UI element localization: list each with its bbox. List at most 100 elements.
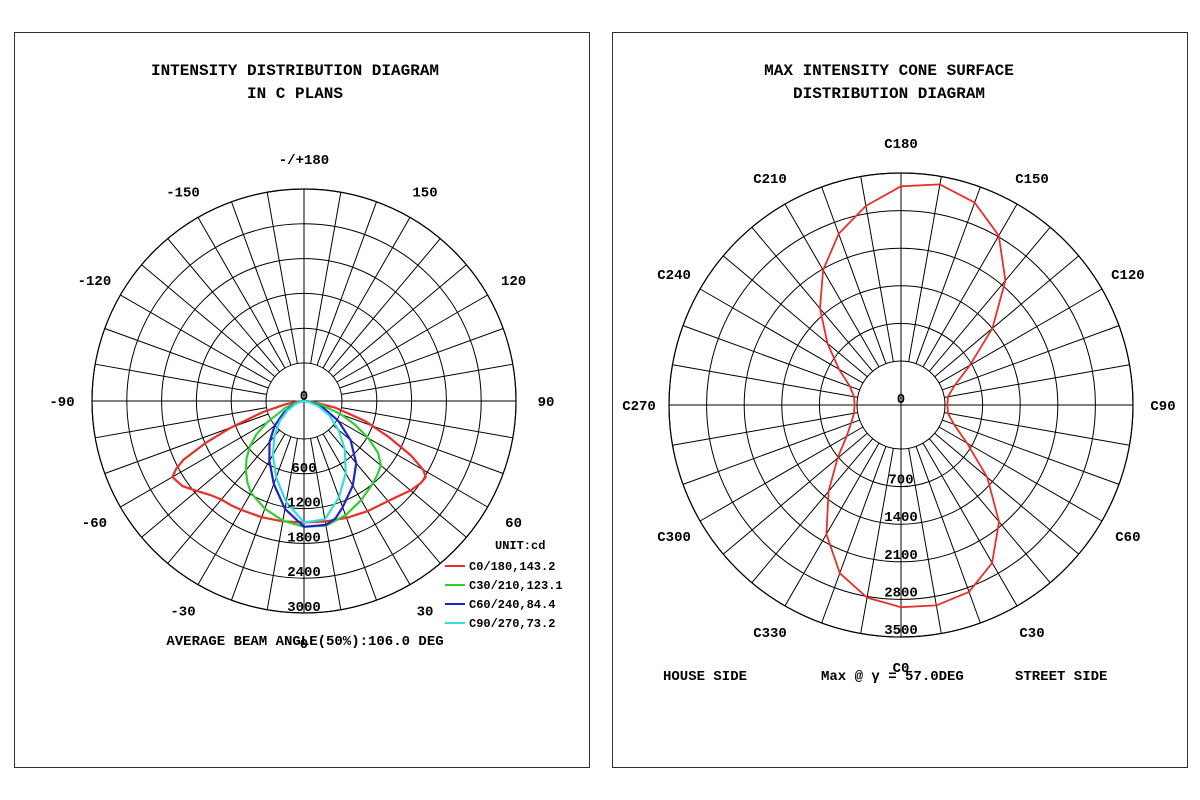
ring-tick-label: 3500 xyxy=(884,623,918,639)
polar-spoke xyxy=(934,432,1080,555)
polar-spoke xyxy=(821,446,887,624)
street-side-label: STREET SIDE xyxy=(1015,669,1107,685)
legend-entry: C30/210,123.1 xyxy=(469,579,563,593)
angle-tick-label: C60 xyxy=(1115,530,1140,546)
polar-spoke xyxy=(784,203,880,368)
polar-spoke xyxy=(231,436,292,601)
angle-tick-label: -30 xyxy=(170,605,195,621)
ring-tick-label: 1400 xyxy=(884,510,918,526)
polar-spoke xyxy=(336,294,488,383)
cone-surface-panel: MAX INTENSITY CONE SURFACE DISTRIBUTION … xyxy=(612,32,1188,768)
angle-tick-label: -120 xyxy=(78,274,112,290)
polar-spoke xyxy=(341,407,513,439)
polar-spoke xyxy=(332,264,467,377)
angle-tick-label: C0 xyxy=(893,661,910,677)
polar-spoke xyxy=(915,446,981,624)
polar-spoke xyxy=(328,429,441,564)
polar-spoke xyxy=(341,363,513,395)
angle-tick-label: C330 xyxy=(753,626,787,642)
angle-tick-label: -150 xyxy=(166,185,200,201)
polar-spoke xyxy=(751,226,874,372)
angle-tick-label: -/+180 xyxy=(279,153,329,169)
ring-tick-label: 0 xyxy=(897,392,905,408)
angle-tick-label: 30 xyxy=(417,605,434,621)
angle-tick-label: -90 xyxy=(49,395,74,411)
angle-tick-label: C240 xyxy=(657,268,691,284)
polar-spoke xyxy=(167,238,280,373)
polar-spoke xyxy=(922,203,1018,368)
chart-title-line1: INTENSITY DISTRIBUTION DIAGRAM xyxy=(151,62,439,80)
polar-spoke xyxy=(722,255,868,378)
ring-tick-label: 1800 xyxy=(287,530,321,546)
polar-spoke xyxy=(908,448,942,634)
ring-tick-label: 0 xyxy=(300,389,308,405)
ring-tick-label: 1200 xyxy=(287,496,321,512)
polar-spoke xyxy=(336,419,488,508)
angle-tick-label: C300 xyxy=(657,530,691,546)
polar-spoke xyxy=(722,432,868,555)
angle-tick-label: C180 xyxy=(884,137,918,153)
ring-tick-label: 2800 xyxy=(884,585,918,601)
series-line xyxy=(271,399,347,524)
cone-surface-polar-chart: MAX INTENSITY CONE SURFACE DISTRIBUTION … xyxy=(622,62,1175,685)
polar-spoke xyxy=(915,186,981,364)
angle-tick-label: C150 xyxy=(1015,172,1049,188)
ring-tick-label: 2400 xyxy=(287,565,321,581)
legend-entry: C0/180,143.2 xyxy=(469,560,555,574)
series-line xyxy=(819,183,1007,609)
polar-spoke xyxy=(104,328,269,389)
angle-tick-label: -60 xyxy=(82,516,107,532)
polar-spoke xyxy=(167,429,280,564)
polar-spoke xyxy=(860,448,894,634)
polar-spoke xyxy=(928,226,1051,372)
polar-spoke xyxy=(682,419,860,485)
polar-spoke xyxy=(821,186,887,364)
polar-spoke xyxy=(316,201,377,366)
angle-tick-label: C210 xyxy=(753,172,787,188)
polar-spoke xyxy=(95,407,267,439)
polar-spoke xyxy=(120,294,272,383)
unit-label: UNIT:cd xyxy=(495,539,545,553)
polar-spoke xyxy=(266,192,298,364)
polar-spoke xyxy=(332,425,467,538)
chart-title-line2: DISTRIBUTION DIAGRAM xyxy=(793,85,985,103)
polar-spoke xyxy=(908,176,942,362)
polar-spoke xyxy=(699,288,864,384)
polar-spoke xyxy=(672,364,858,398)
polar-spoke xyxy=(860,176,894,362)
angle-tick-label: C120 xyxy=(1111,268,1145,284)
intensity-distribution-panel: INTENSITY DISTRIBUTION DIAGRAM IN C PLAN… xyxy=(14,32,590,768)
polar-spoke xyxy=(120,419,272,508)
legend-entry: C90/270,73.2 xyxy=(469,617,555,631)
polar-spoke xyxy=(944,412,1130,446)
polar-spoke xyxy=(938,288,1103,384)
angle-tick-label: C270 xyxy=(622,399,656,415)
polar-spoke xyxy=(141,425,276,538)
series-line xyxy=(268,399,358,528)
angle-tick-label: 90 xyxy=(538,395,555,411)
angle-tick-label: C90 xyxy=(1150,399,1175,415)
polar-spoke xyxy=(322,217,411,369)
polar-spoke xyxy=(944,364,1130,398)
max-intensity-label: Max @ γ = 57.0DEG xyxy=(821,669,964,685)
angle-tick-label: C30 xyxy=(1019,626,1044,642)
beam-angle-footer: AVERAGE BEAM ANGLE(50%):106.0 DEG xyxy=(166,634,443,650)
ring-tick-label: 700 xyxy=(888,473,913,489)
ring-tick-label: 3000 xyxy=(287,600,321,616)
polar-spoke xyxy=(928,438,1051,584)
angle-tick-label: 0 xyxy=(300,637,308,653)
chart-title-line1: MAX INTENSITY CONE SURFACE xyxy=(764,62,1014,80)
ring-tick-label: 2100 xyxy=(884,548,918,564)
polar-spoke xyxy=(699,426,864,522)
ring-tick-label: 600 xyxy=(291,461,316,477)
polar-spoke xyxy=(339,328,504,389)
polar-spoke xyxy=(322,433,411,585)
polar-spoke xyxy=(104,413,269,474)
polar-spoke xyxy=(266,438,298,610)
polar-spoke xyxy=(328,238,441,373)
polar-spoke xyxy=(672,412,858,446)
polar-spoke xyxy=(942,419,1120,485)
polar-spoke xyxy=(922,442,1018,607)
legend-entry: C60/240,84.4 xyxy=(469,598,555,612)
polar-spoke xyxy=(310,192,342,364)
